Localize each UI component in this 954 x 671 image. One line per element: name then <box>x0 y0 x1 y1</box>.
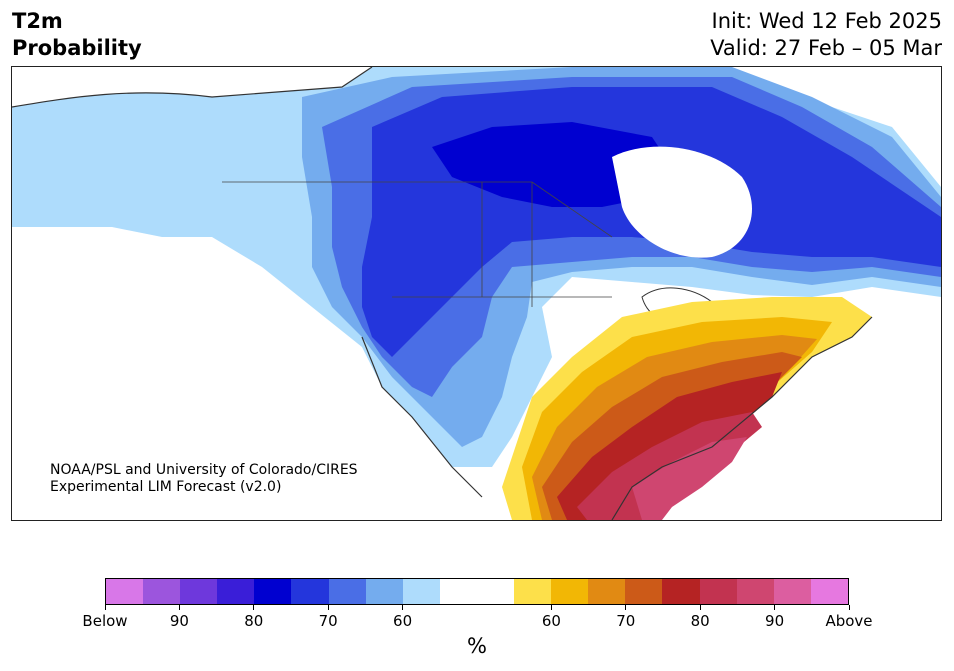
credit-text: NOAA/PSL and University of Colorado/CIRE… <box>50 462 358 496</box>
colorbar-below-swatch <box>217 579 255 604</box>
colorbar-neutral-swatch <box>439 579 515 604</box>
forecast-map: NOAA/PSL and University of Colorado/CIRE… <box>11 66 942 521</box>
colorbar-below-swatch <box>291 579 329 604</box>
colorbar-tick-label: 60 <box>541 612 561 630</box>
colorbar-tick-mark <box>848 605 850 610</box>
colorbar-above-swatch <box>662 579 700 604</box>
variable-type-label: Probability <box>12 36 142 60</box>
variable-label: T2m <box>12 9 63 33</box>
valid-range: Valid: 27 Feb – 05 Mar <box>710 36 942 60</box>
colorbar-above-swatch <box>736 579 774 604</box>
colorbar-below-swatch <box>106 579 144 604</box>
colorbar-tick-mark <box>104 605 106 610</box>
colorbar-tick-mark <box>550 605 552 610</box>
colorbar-tick-label: 80 <box>244 612 264 630</box>
map-canvas <box>12 67 941 520</box>
colorbar-tick-label: 90 <box>169 612 189 630</box>
colorbar-below-swatch <box>402 579 440 604</box>
map-title: T2m Probability <box>12 8 142 62</box>
colorbar-tick-label: Below <box>82 612 128 630</box>
colorbar-tick-mark <box>625 605 627 610</box>
credit-line-2: Experimental LIM Forecast (v2.0) <box>50 479 282 495</box>
colorbar-above-swatch <box>551 579 589 604</box>
colorbar-tick-label: 80 <box>690 612 710 630</box>
colorbar-above-swatch <box>514 579 552 604</box>
coastline <box>12 67 873 520</box>
colorbar-tick-label: 90 <box>765 612 785 630</box>
colorbar-below-swatch <box>254 579 292 604</box>
colorbar-below-swatch <box>328 579 366 604</box>
colorbar-above-swatch <box>588 579 626 604</box>
hudson-bay <box>612 146 752 258</box>
colorbar-below-swatch <box>365 579 403 604</box>
colorbar-unit: % <box>467 634 487 658</box>
colorbar-above-swatch <box>699 579 737 604</box>
colorbar-below-swatch <box>143 579 181 604</box>
colorbar-tick-mark <box>699 605 701 610</box>
colorbar-tick-label: 70 <box>318 612 338 630</box>
credit-line-1: NOAA/PSL and University of Colorado/CIRE… <box>50 462 358 478</box>
colorbar-below-swatch <box>180 579 218 604</box>
colorbar-tick-label: 60 <box>393 612 413 630</box>
forecast-dates: Init: Wed 12 Feb 2025 Valid: 27 Feb – 05… <box>710 8 942 62</box>
colorbar-above-swatch <box>773 579 811 604</box>
colorbar-tick-label: 70 <box>616 612 636 630</box>
colorbar-tick-label: Above <box>825 612 873 630</box>
colorbar-tick-mark <box>178 605 180 610</box>
init-date: Init: Wed 12 Feb 2025 <box>711 9 942 33</box>
colorbar-tick-mark <box>774 605 776 610</box>
colorbar <box>105 578 849 605</box>
colorbar-tick-mark <box>327 605 329 610</box>
colorbar-above-swatch <box>625 579 663 604</box>
above-region-7 <box>632 437 747 520</box>
colorbar-above-swatch <box>810 579 848 604</box>
colorbar-tick-mark <box>253 605 255 610</box>
below-region-deep <box>432 122 672 207</box>
national-borders <box>222 181 613 307</box>
colorbar-tick-mark <box>402 605 404 610</box>
